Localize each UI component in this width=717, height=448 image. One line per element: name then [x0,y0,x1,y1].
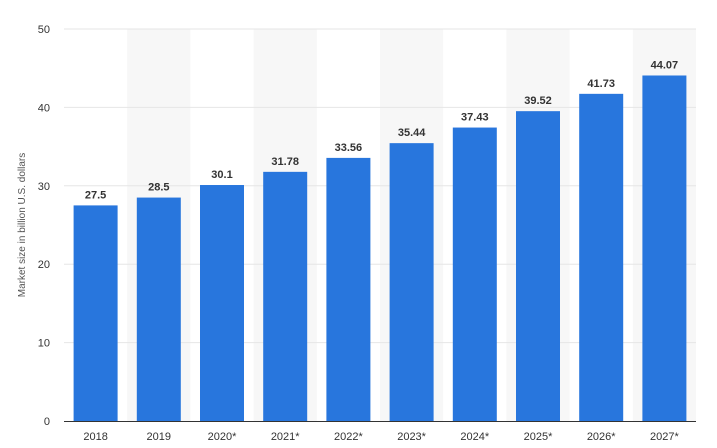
bar-value-label: 44.07 [651,59,679,71]
bar-value-label: 30.1 [211,169,232,181]
bar[interactable] [516,111,560,421]
bar-value-label: 28.5 [148,182,169,194]
bar[interactable] [136,197,181,421]
y-tick-label: 30 [38,181,50,193]
y-tick-label: 50 [38,24,50,36]
x-tick-label: 2023* [397,431,426,443]
x-tick-label: 2025* [524,431,553,443]
x-tick-label: 2022* [334,431,363,443]
x-tick-label: 2021* [271,431,300,443]
bar[interactable] [200,185,244,421]
bar-value-label: 27.5 [85,189,106,201]
bar[interactable] [579,93,624,422]
bar[interactable] [73,205,118,421]
bar[interactable] [263,171,308,421]
bar[interactable] [389,143,434,422]
y-axis-title: Market size in billion U.S. dollars [17,153,28,298]
y-tick-label: 40 [38,102,50,114]
bar-value-label: 41.73 [587,78,615,90]
bar-value-label: 31.78 [271,156,299,168]
bar-value-label: 37.43 [461,112,489,124]
x-axis-ticks: 2018 2019 2020* 2021* 2022* 2023* 2024* 2025* 20… [83,431,679,443]
x-tick-label: 2024* [460,431,489,443]
bar-value-label: 33.56 [335,142,363,154]
bar[interactable] [452,127,497,421]
y-axis-ticks: 0 10 20 30 40 50 [38,24,50,428]
y-tick-label: 10 [38,338,50,350]
bar[interactable] [642,75,687,421]
x-tick-label: 2027* [650,431,679,443]
x-tick-label: 2026* [587,431,616,443]
x-tick-label: 2018 [83,431,107,443]
bar-value-label: 39.52 [524,95,552,107]
x-tick-label: 2019 [147,431,171,443]
y-tick-label: 0 [44,416,50,428]
bars [73,75,687,422]
bar[interactable] [326,157,371,422]
value-labels: 27.5 28.5 30.1 31.78 33.56 35.44 37.43 39.52 41.… [85,59,678,201]
y-tick-label: 20 [38,259,50,271]
bar-value-label: 35.44 [398,127,426,139]
x-tick-label: 2020* [208,431,237,443]
